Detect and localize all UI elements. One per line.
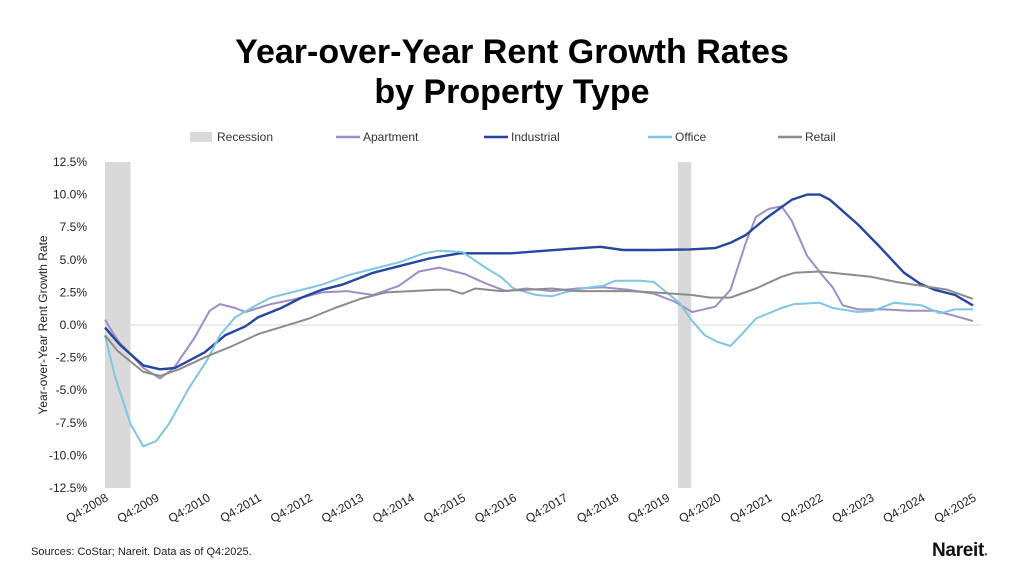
- series-line-office: [104, 249, 973, 448]
- chart-title: Year-over-Year Rent Growth Rates by Prop…: [0, 32, 1024, 112]
- series-line-industrial: [104, 193, 974, 371]
- logo-text: Nareit: [932, 540, 985, 561]
- y-tick-label: 0.0%: [60, 318, 88, 332]
- x-tick-label: Q4:2024: [881, 490, 928, 525]
- x-tick-label: Q4:2013: [319, 490, 366, 525]
- y-axis-label: Year-over-Year Rent Growth Rate: [36, 235, 50, 415]
- x-tick-label: Q4:2009: [115, 490, 162, 525]
- legend-label-industrial: Industrial: [511, 130, 560, 144]
- y-tick-label: 2.5%: [60, 285, 88, 299]
- y-tick-label: -12.5%: [49, 481, 87, 495]
- legend-swatch-recession: [190, 132, 212, 142]
- x-tick-label: Q4:2025: [932, 490, 979, 525]
- x-tick-label: Q4:2012: [268, 490, 315, 525]
- legend: Recession Apartment Industrial Office Retail: [190, 130, 836, 144]
- legend-label-recession: Recession: [217, 130, 273, 144]
- x-tick-label: Q4:2022: [778, 490, 825, 525]
- chart-title-line2: by Property Type: [374, 73, 650, 111]
- x-tick-label: Q4:2010: [166, 490, 213, 525]
- x-tick-label: Q4:2020: [676, 490, 723, 525]
- series-lines: [104, 193, 974, 448]
- y-tick-label: -5.0%: [56, 383, 88, 397]
- x-tick-label: Q4:2016: [472, 490, 519, 525]
- legend-label-apartment: Apartment: [363, 130, 419, 144]
- x-axis: Q4:2008 Q4:2009 Q4:2010 Q4:2011 Q4:2012 Q4:20…: [64, 490, 979, 525]
- chart-title-line1: Year-over-Year Rent Growth Rates: [235, 33, 789, 71]
- x-tick-label: Q4:2008: [64, 490, 111, 525]
- x-tick-label: Q4:2023: [830, 490, 877, 525]
- x-tick-label: Q4:2017: [523, 490, 570, 525]
- legend-label-retail: Retail: [805, 130, 836, 144]
- x-tick-label: Q4:2021: [727, 490, 774, 525]
- legend-label-office: Office: [675, 130, 706, 144]
- y-tick-label: -10.0%: [49, 448, 87, 462]
- series-line-apartment: [104, 205, 974, 380]
- source-note: Sources: CoStar; Nareit. Data as of Q4:2…: [31, 546, 252, 558]
- x-tick-label: Q4:2018: [574, 490, 621, 525]
- y-tick-label: 5.0%: [60, 253, 88, 267]
- y-tick-label: 12.5%: [53, 155, 87, 169]
- x-tick-label: Q4:2014: [370, 490, 417, 525]
- series-line-retail: [104, 270, 974, 377]
- y-tick-label: -7.5%: [56, 416, 88, 430]
- y-tick-label: 7.5%: [60, 220, 88, 234]
- nareit-logo: Nareit●: [932, 540, 988, 561]
- x-tick-label: Q4:2011: [218, 490, 264, 525]
- y-tick-label: 10.0%: [53, 188, 87, 202]
- y-axis: 12.5% 10.0% 7.5% 5.0% 2.5% 0.0% -2.5% -5.0% -7.5…: [49, 155, 87, 495]
- x-tick-label: Q4:2019: [625, 490, 672, 525]
- y-tick-label: -2.5%: [56, 351, 88, 365]
- x-tick-label: Q4:2015: [421, 490, 468, 525]
